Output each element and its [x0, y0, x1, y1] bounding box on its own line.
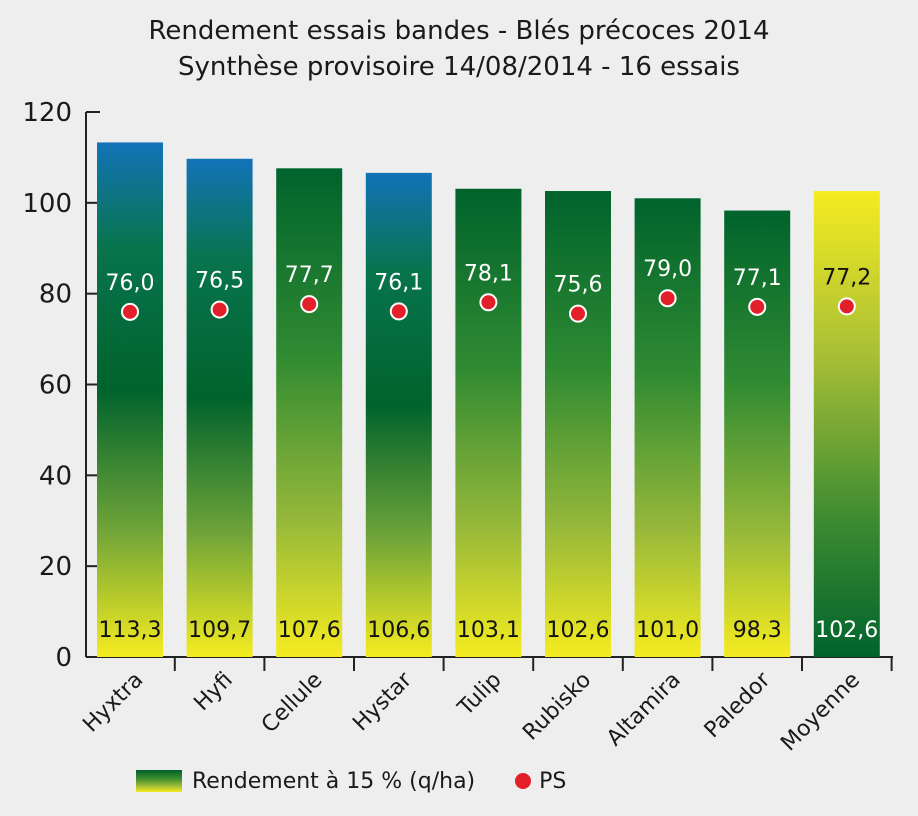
ps-point	[569, 304, 587, 323]
bar	[634, 198, 701, 657]
bar-value-label: 102,6	[547, 618, 610, 643]
y-tick-label: 80	[39, 280, 72, 310]
x-category-label: Altamira	[602, 668, 686, 752]
bar-value-label: 107,6	[278, 618, 341, 643]
ps-point	[658, 289, 677, 308]
ps-point	[837, 297, 856, 316]
y-tick-label: 60	[39, 371, 72, 401]
ps-point	[300, 295, 319, 314]
ps-value-label: 77,1	[733, 266, 782, 291]
bar	[813, 191, 880, 657]
bar	[276, 168, 343, 658]
bar	[186, 158, 253, 657]
ps-point	[121, 302, 139, 321]
x-category-label: Hyfi	[189, 668, 237, 716]
bar-value-label: 106,6	[367, 618, 430, 643]
bar-value-label: 101,0	[636, 618, 699, 643]
bar-value-label: 109,7	[188, 618, 251, 643]
legend-ps-label: PS	[539, 768, 567, 794]
chart-subtitle: Synthèse provisoire 14/08/2014 - 16 essa…	[178, 52, 740, 82]
ps-point	[479, 293, 498, 312]
ps-value-label: 78,1	[464, 261, 513, 286]
y-tick-label: 100	[22, 189, 72, 219]
y-tick-label: 20	[39, 552, 72, 582]
x-category-label: Hystar	[348, 667, 417, 736]
ps-point	[210, 300, 229, 319]
ps-value-label: 76,0	[106, 271, 155, 296]
ps-value-label: 79,0	[643, 257, 692, 282]
y-tick-label: 0	[55, 643, 72, 673]
x-category-label: Moyenne	[776, 668, 865, 757]
bar-value-label: 98,3	[733, 618, 782, 643]
legend-bar-swatch	[136, 770, 182, 792]
x-category-label: Hyxtra	[78, 668, 148, 738]
bar-value-label: 113,3	[99, 618, 162, 643]
bar	[545, 191, 611, 657]
bar	[724, 210, 791, 657]
y-tick-label: 40	[39, 461, 72, 491]
bar-value-label: 103,1	[457, 618, 520, 643]
ps-point	[748, 297, 767, 316]
ps-value-label: 76,5	[195, 269, 244, 294]
ps-value-label: 77,2	[822, 265, 871, 290]
bar	[365, 172, 432, 657]
ps-value-label: 77,7	[285, 263, 334, 288]
ps-value-label: 75,6	[554, 273, 603, 298]
x-category-label: Rubisko	[518, 668, 596, 746]
x-category-label: Cellule	[257, 668, 328, 739]
bar	[97, 142, 163, 657]
legend: Rendement à 15 % (q/ha) PS	[136, 766, 566, 796]
x-category-label: Tulip	[453, 668, 507, 722]
bar-value-label: 102,6	[815, 618, 878, 643]
chart-title: Rendement essais bandes - Blés précoces …	[148, 16, 770, 46]
bar	[455, 188, 522, 658]
ps-point	[389, 302, 408, 321]
y-tick-label: 120	[22, 98, 72, 128]
x-category-label: Paledor	[700, 667, 776, 743]
legend-bar-label: Rendement à 15 % (q/ha)	[192, 768, 476, 794]
legend-ps-dot	[515, 773, 532, 789]
ps-value-label: 76,1	[374, 270, 423, 295]
